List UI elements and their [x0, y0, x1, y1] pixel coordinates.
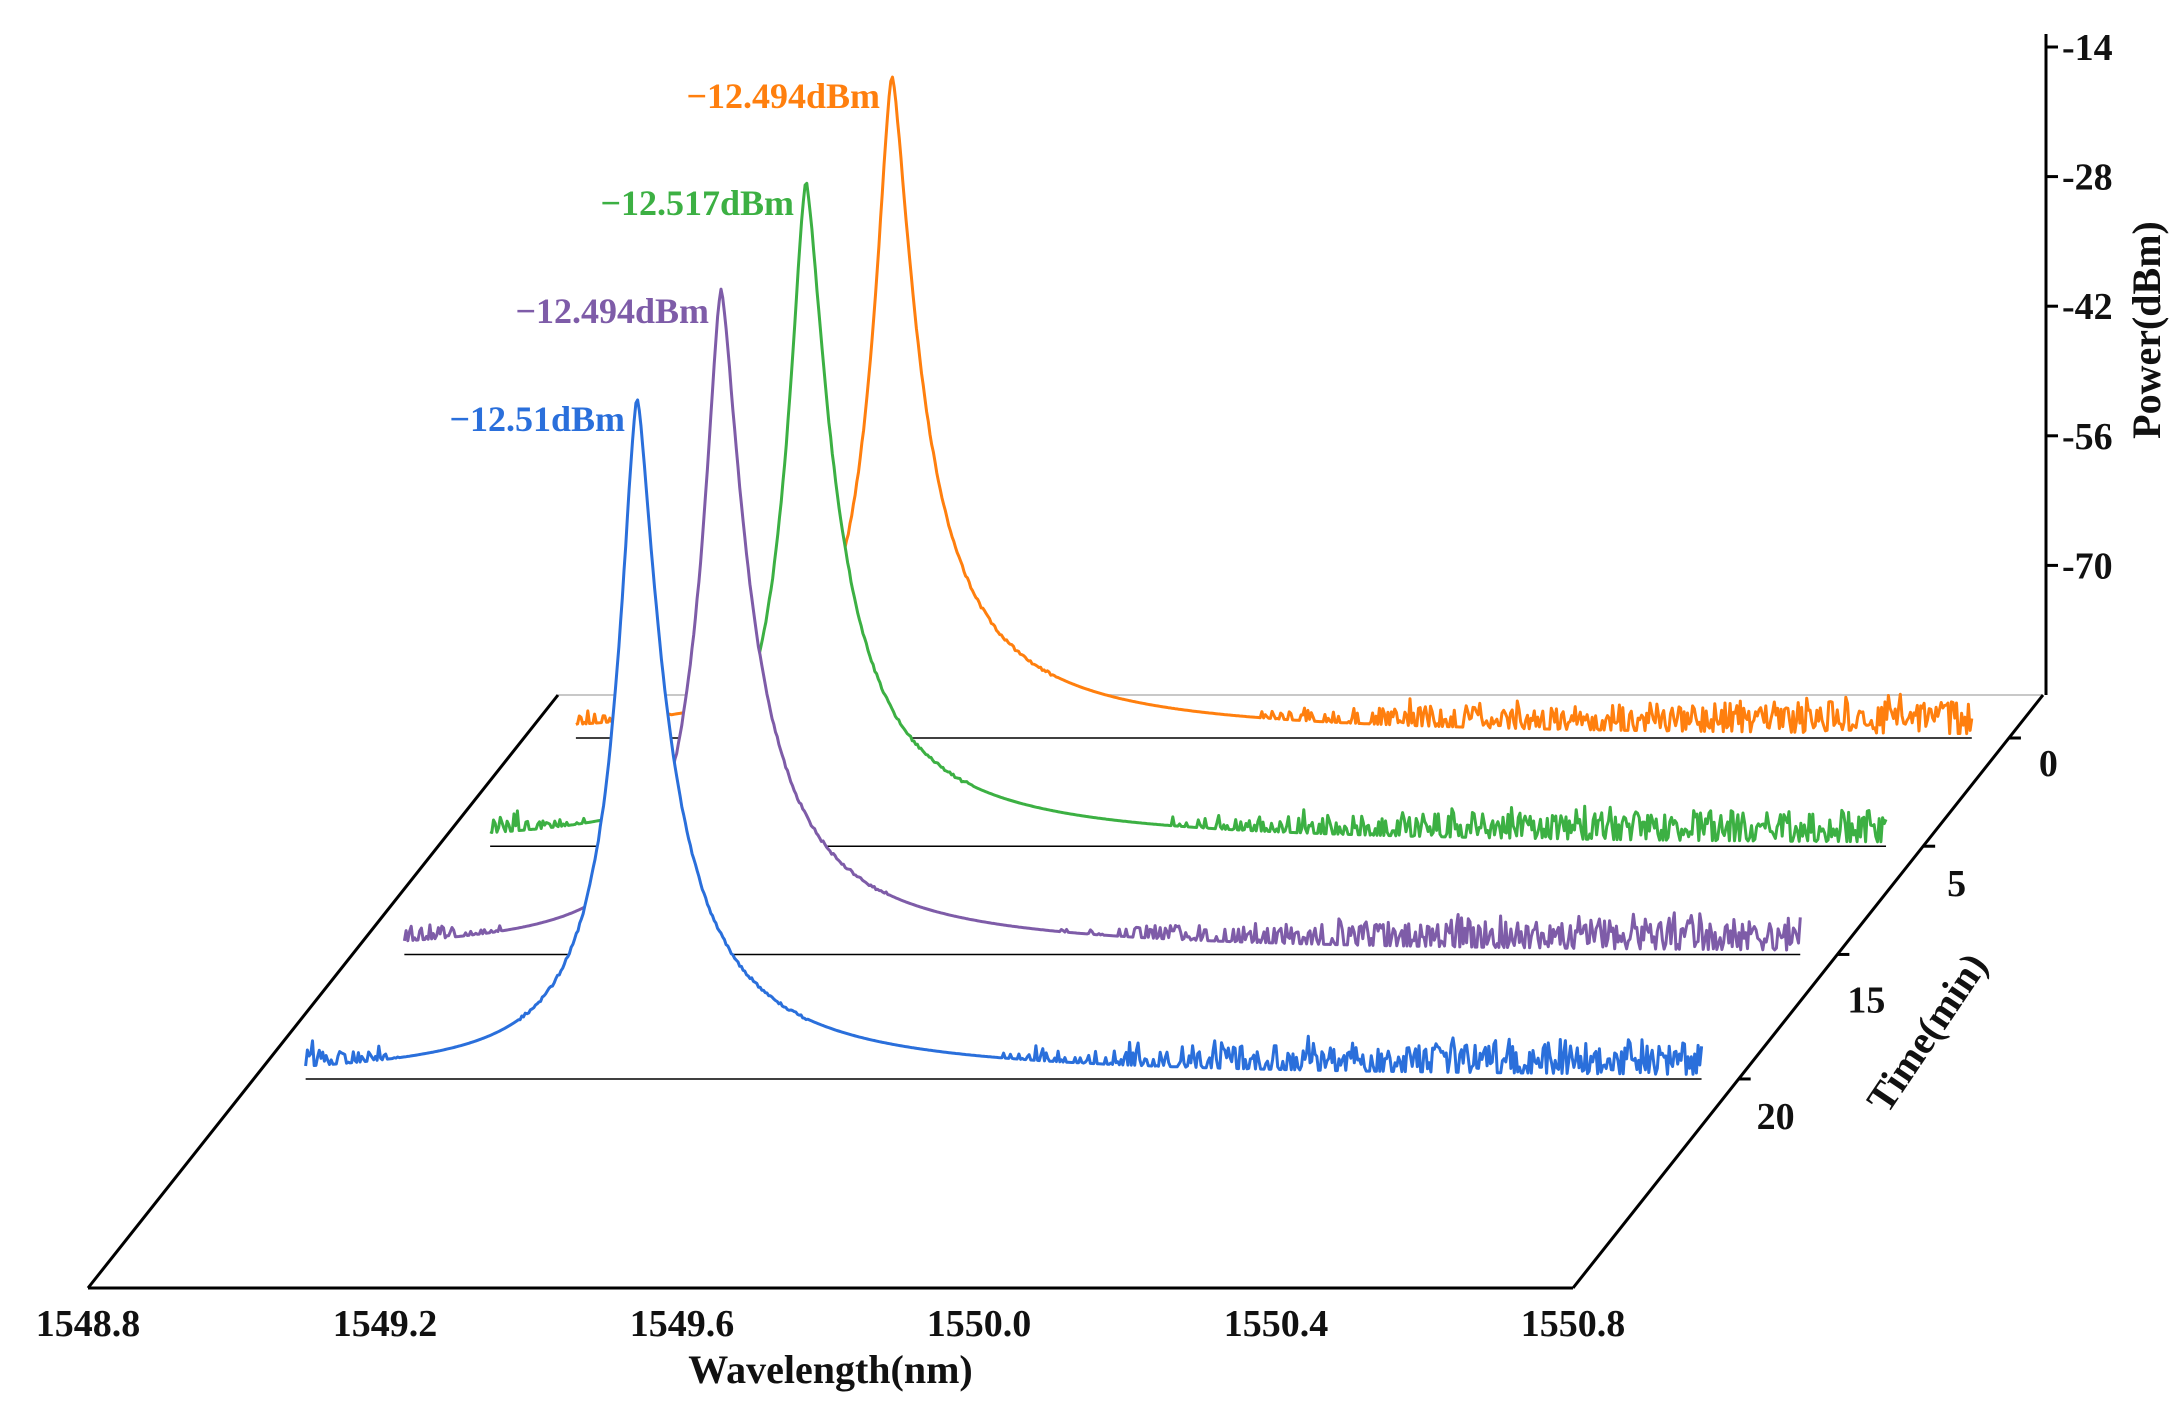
trace-occluder: [575, 77, 1972, 738]
chart-axes: [86, 34, 2058, 1290]
trace-occluder: [490, 183, 1887, 847]
z-tick-label: -56: [2062, 416, 2113, 458]
x-tick-label: 1550.8: [1521, 1303, 1626, 1345]
x-tick-label: 1549.2: [333, 1303, 438, 1345]
peak-power-label: −12.494dBm: [686, 76, 880, 116]
trace-group: [304, 398, 1704, 1080]
z-axis-title: Power(dBm): [2124, 221, 2169, 439]
z-tick-label: -42: [2062, 286, 2113, 328]
trace-occluder: [305, 399, 1702, 1079]
z-tick-label: -28: [2062, 157, 2113, 199]
left-depth-edge: [86, 694, 560, 1289]
chart-traces: [304, 75, 1974, 1080]
time-axis-line: [1571, 694, 2045, 1289]
x-tick-label: 1550.0: [927, 1303, 1032, 1345]
x-axis-title: Wavelength(nm): [688, 1347, 972, 1392]
peak-power-label: −12.517dBm: [600, 183, 794, 223]
peak-power-label: −12.51dBm: [449, 399, 625, 439]
z-tick-label: -70: [2062, 545, 2113, 587]
peak-power-label: −12.494dBm: [515, 291, 709, 331]
x-tick-label: 1550.4: [1224, 1303, 1329, 1345]
time-tick-label: 5: [1947, 863, 1966, 905]
time-tick-label: 0: [2039, 743, 2058, 785]
z-tick-label: -14: [2062, 27, 2113, 69]
time-tick-label: 20: [1757, 1096, 1795, 1138]
time-axis-title: Time(min): [1857, 945, 1996, 1121]
x-tick-label: 1548.8: [36, 1303, 141, 1345]
trace-line: [304, 398, 1704, 1076]
time-tick-label: 15: [1847, 979, 1885, 1021]
trace-occluder: [404, 289, 1801, 955]
x-tick-label: 1549.6: [630, 1303, 735, 1345]
